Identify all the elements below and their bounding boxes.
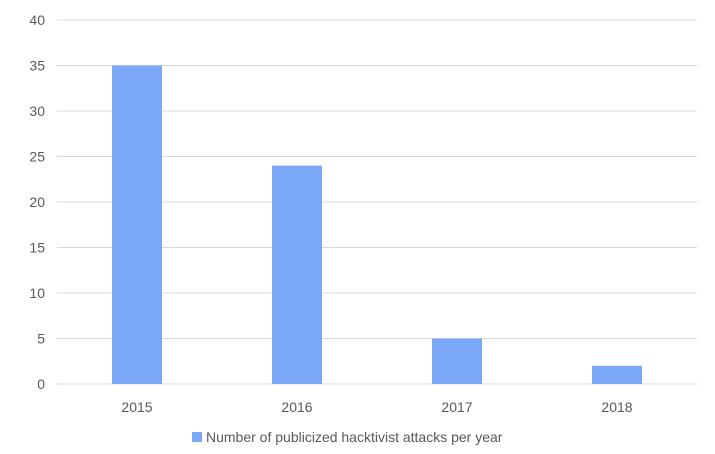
y-tick-label: 35 [29, 58, 45, 74]
bar-2018 [592, 365, 642, 384]
legend-swatch [192, 432, 202, 442]
bar-2017 [432, 338, 482, 384]
y-tick-label: 10 [29, 285, 45, 301]
y-axis-tick-labels: 0 5 10 15 20 25 30 35 40 [29, 12, 45, 392]
bars [112, 65, 642, 384]
gridlines [57, 19, 697, 385]
bar-2015 [112, 65, 162, 384]
bar-2016 [272, 165, 322, 384]
y-tick-label: 20 [29, 194, 45, 210]
y-tick-label: 0 [37, 376, 45, 392]
y-tick-label: 30 [29, 103, 45, 119]
legend-label: Number of publicized hacktivist attacks … [206, 429, 503, 445]
y-tick-label: 25 [29, 149, 45, 165]
x-tick-label: 2018 [601, 399, 632, 415]
x-tick-label: 2016 [281, 399, 312, 415]
y-tick-label: 40 [29, 12, 45, 28]
y-tick-label: 5 [37, 331, 45, 347]
x-axis-tick-labels: 2015 2016 2017 2018 [121, 399, 632, 415]
legend: Number of publicized hacktivist attacks … [192, 429, 503, 445]
y-tick-label: 15 [29, 240, 45, 256]
x-tick-label: 2015 [121, 399, 152, 415]
x-tick-label: 2017 [441, 399, 472, 415]
